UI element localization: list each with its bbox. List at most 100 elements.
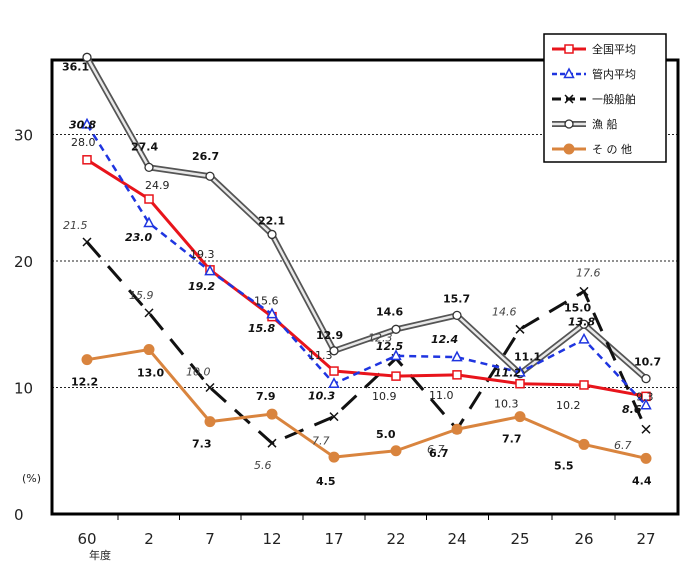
data-label: 9.3 — [636, 390, 654, 403]
data-label: 17.6 — [576, 266, 601, 279]
data-point-marker — [564, 44, 574, 54]
data-point-marker — [390, 445, 402, 457]
data-label: 11.2 — [494, 366, 521, 379]
x-tick-label: 22 — [386, 530, 405, 548]
y-unit-label: (%) — [22, 472, 41, 485]
data-point-marker — [451, 350, 463, 362]
data-point-marker — [328, 377, 340, 388]
data-point-marker — [578, 332, 590, 344]
data-label: 10.9 — [372, 390, 397, 403]
x-tick-label: 24 — [447, 530, 466, 548]
data-label: 11.1 — [514, 351, 541, 364]
x-tick-label: 17 — [324, 530, 343, 548]
series-5 — [81, 344, 652, 464]
data-point-marker — [144, 308, 154, 318]
data-label: 7.7 — [312, 435, 330, 448]
data-point-marker — [144, 194, 154, 204]
data-label: 12.9 — [316, 329, 343, 342]
data-label: 10.2 — [556, 399, 581, 412]
data-point-marker — [267, 229, 277, 240]
legend-label: 管内平均 — [592, 67, 636, 81]
data-label: 12.5 — [376, 340, 403, 353]
data-label: 19.2 — [188, 280, 215, 293]
data-label: 13.0 — [137, 367, 164, 380]
data-point-marker — [390, 349, 402, 361]
data-label: 10.7 — [634, 356, 661, 369]
data-label: 5.5 — [554, 459, 574, 472]
data-label: 4.4 — [632, 474, 652, 487]
data-point-marker — [579, 286, 589, 296]
data-point-marker — [266, 408, 278, 420]
data-point-marker — [329, 412, 339, 422]
data-point-marker — [204, 416, 216, 428]
data-label: 5.6 — [254, 459, 272, 472]
legend-box — [543, 33, 667, 163]
data-label: 15.9 — [129, 289, 154, 302]
y-tick-label: 10 — [14, 380, 33, 398]
data-label: 12.3 — [368, 331, 393, 344]
legend-label: 漁 船 — [592, 117, 618, 131]
data-point-marker — [328, 451, 340, 463]
data-label: 10.0 — [186, 366, 211, 379]
x-tick-label: 27 — [636, 530, 655, 548]
data-label: 26.7 — [192, 150, 219, 163]
data-label: 15.8 — [248, 322, 275, 335]
data-label: 12.4 — [431, 333, 458, 346]
data-point-marker — [451, 423, 463, 435]
legend-item-5: そ の 他 — [552, 143, 632, 156]
data-label: 30.8 — [69, 118, 96, 131]
data-label: 7.9 — [256, 390, 276, 403]
data-label: 19.3 — [190, 248, 215, 261]
data-labels: 28.0 24.9 19.3 15.6 11.3 10.9 11.0 10.3 10.2 9.3 3… — [62, 60, 661, 488]
data-label: 14.6 — [492, 305, 517, 318]
series-line — [86, 348, 647, 460]
data-point-marker — [514, 365, 526, 377]
data-point-marker — [82, 52, 92, 62]
x-tick-label: 26 — [574, 530, 593, 548]
x-tick-label: 12 — [262, 530, 281, 548]
series-1 — [82, 155, 651, 402]
x-axis-sublabel: 年度 — [89, 548, 111, 562]
series-4 — [82, 52, 651, 384]
data-label: 23.0 — [125, 231, 152, 244]
series-line — [85, 241, 648, 445]
data-point-marker — [640, 398, 652, 410]
x-tick-label: 2 — [144, 530, 154, 548]
legend-item-4: 漁 船 — [552, 117, 618, 131]
data-label: 6.7 — [429, 447, 449, 460]
data-point-marker — [452, 370, 462, 380]
data-label: 10.3 — [308, 390, 335, 403]
data-label: 6.7 — [427, 443, 445, 456]
data-point-marker — [144, 162, 154, 173]
data-label: 22.1 — [258, 214, 285, 227]
data-label: 27.4 — [131, 140, 158, 153]
data-label: 15.0 — [564, 301, 591, 314]
data-point-marker — [515, 324, 525, 334]
legend-item-1: 全国平均 — [552, 42, 636, 56]
data-label: 28.0 — [71, 136, 96, 149]
series-2 — [81, 117, 652, 410]
data-point-marker — [564, 119, 574, 129]
data-point-marker — [391, 371, 401, 381]
data-point-marker — [205, 171, 215, 181]
data-point-marker — [578, 438, 590, 450]
data-point-marker — [266, 307, 278, 319]
legend-item-2: 管内平均 — [552, 67, 636, 81]
data-point-marker — [82, 155, 92, 165]
data-label: 12.2 — [71, 376, 98, 389]
legend-label: そ の 他 — [592, 143, 632, 156]
data-point-marker — [329, 366, 339, 376]
data-label: 7.3 — [192, 438, 212, 451]
data-label: 4.5 — [316, 475, 336, 488]
data-label: 21.5 — [63, 219, 88, 232]
data-label: 6.7 — [614, 439, 632, 452]
data-label: 36.1 — [62, 60, 89, 73]
data-point-marker — [640, 452, 652, 464]
data-label: 14.6 — [376, 305, 403, 318]
y-tick-label: 0 — [14, 506, 24, 524]
data-point-marker — [143, 216, 155, 228]
data-point-marker — [143, 344, 155, 356]
data-point-marker — [81, 354, 93, 366]
